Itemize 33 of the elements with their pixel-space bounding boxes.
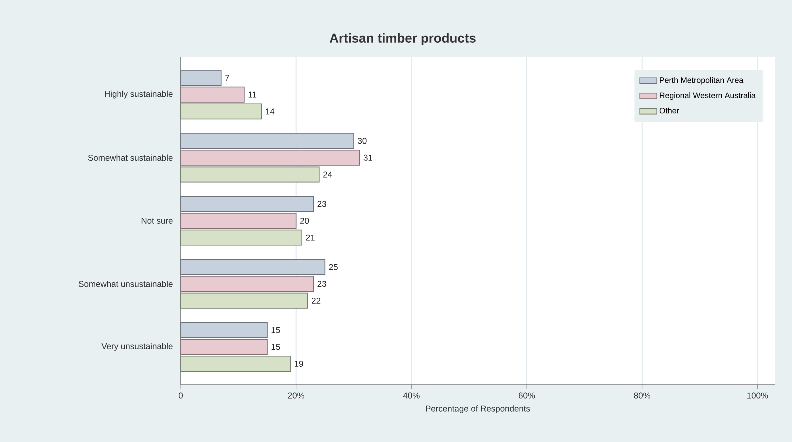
x-tick-label: 40% — [403, 392, 420, 399]
chart-title: Artisan timber products — [330, 33, 476, 46]
x-tick-label: 60% — [518, 392, 536, 399]
bar — [180, 259, 326, 276]
data-label: 30 — [358, 138, 367, 144]
data-label: 20 — [300, 218, 310, 224]
data-label: 15 — [272, 327, 280, 334]
data-label: 21 — [306, 234, 315, 241]
data-label: 15 — [272, 344, 280, 350]
data-label: 19 — [294, 360, 304, 367]
x-tick-label: 80% — [634, 392, 651, 399]
y-tick-label: Not sure — [142, 218, 173, 224]
data-label: 23 — [318, 281, 326, 288]
bar — [180, 133, 354, 150]
bar — [180, 322, 268, 338]
data-label: 31 — [364, 154, 373, 161]
x-tick-label: 0 — [178, 392, 184, 399]
bar — [180, 196, 314, 212]
y-tick-label: Somewhat unsustainable — [78, 280, 173, 288]
data-label: 11 — [248, 92, 257, 98]
x-axis-title: Percentage of Respondents — [426, 406, 530, 414]
data-label: 7 — [226, 75, 230, 81]
x-tick-label: 20% — [288, 392, 305, 399]
data-label: 25 — [329, 264, 338, 270]
data-label: 14 — [266, 108, 275, 115]
bar — [180, 70, 222, 86]
x-tick-label: 100% — [748, 392, 768, 399]
data-label: 23 — [318, 201, 326, 208]
y-tick-label: Highly sustainable — [105, 90, 173, 99]
y-tick-label: Very unsustainable — [102, 343, 173, 352]
data-label: 22 — [312, 298, 321, 304]
data-label: 24 — [324, 172, 332, 178]
y-tick-label: Somewhat sustainable — [88, 154, 173, 162]
